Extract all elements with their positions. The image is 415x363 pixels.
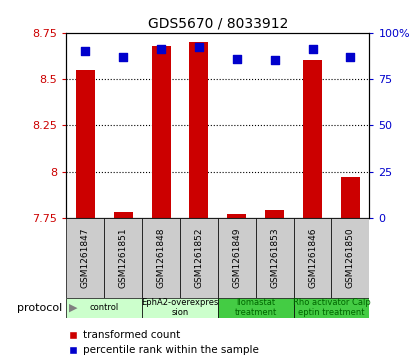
Bar (76, 70, 95, 218)
Bar (66, 218, 104, 298)
Point (120, 54, 127, 60)
Text: control: control (90, 303, 119, 312)
Bar (180, 218, 218, 298)
Bar (256, 218, 294, 298)
Bar (294, 218, 332, 298)
Point (347, 54, 354, 60)
Text: GSM1261849: GSM1261849 (232, 228, 241, 288)
Text: GSM1261853: GSM1261853 (270, 227, 279, 288)
Bar (190, 42, 208, 218)
Text: GSM1261850: GSM1261850 (346, 227, 355, 288)
Bar (303, 61, 322, 218)
Bar (114, 212, 133, 218)
Bar (104, 218, 142, 298)
Bar (218, 298, 294, 318)
Text: GSM1261852: GSM1261852 (195, 228, 203, 288)
Bar (265, 211, 284, 218)
Bar (142, 298, 218, 318)
Point (271, 57, 278, 63)
Text: GSM1261848: GSM1261848 (156, 228, 166, 288)
Point (309, 46, 316, 52)
Text: EphA2-overexpres
sion: EphA2-overexpres sion (142, 298, 219, 317)
Point (158, 46, 164, 52)
Point (82, 48, 89, 54)
Legend: transformed count, percentile rank within the sample: transformed count, percentile rank withi… (63, 326, 263, 360)
Text: GSM1261846: GSM1261846 (308, 228, 317, 288)
Bar (227, 214, 246, 218)
Point (195, 45, 202, 50)
Bar (332, 218, 369, 298)
Text: GSM1261851: GSM1261851 (119, 227, 128, 288)
Bar (341, 177, 360, 218)
Bar (66, 298, 142, 318)
Text: protocol: protocol (17, 303, 62, 313)
Text: llomastat
treatment: llomastat treatment (234, 298, 277, 317)
Bar (218, 218, 256, 298)
Title: GDS5670 / 8033912: GDS5670 / 8033912 (148, 16, 288, 30)
Text: ▶: ▶ (68, 303, 77, 313)
Text: GSM1261847: GSM1261847 (81, 228, 90, 288)
Bar (151, 46, 171, 218)
Bar (142, 218, 180, 298)
Point (234, 56, 240, 61)
Bar (294, 298, 369, 318)
Text: Rho activator Calp
eptin treatment: Rho activator Calp eptin treatment (293, 298, 370, 317)
